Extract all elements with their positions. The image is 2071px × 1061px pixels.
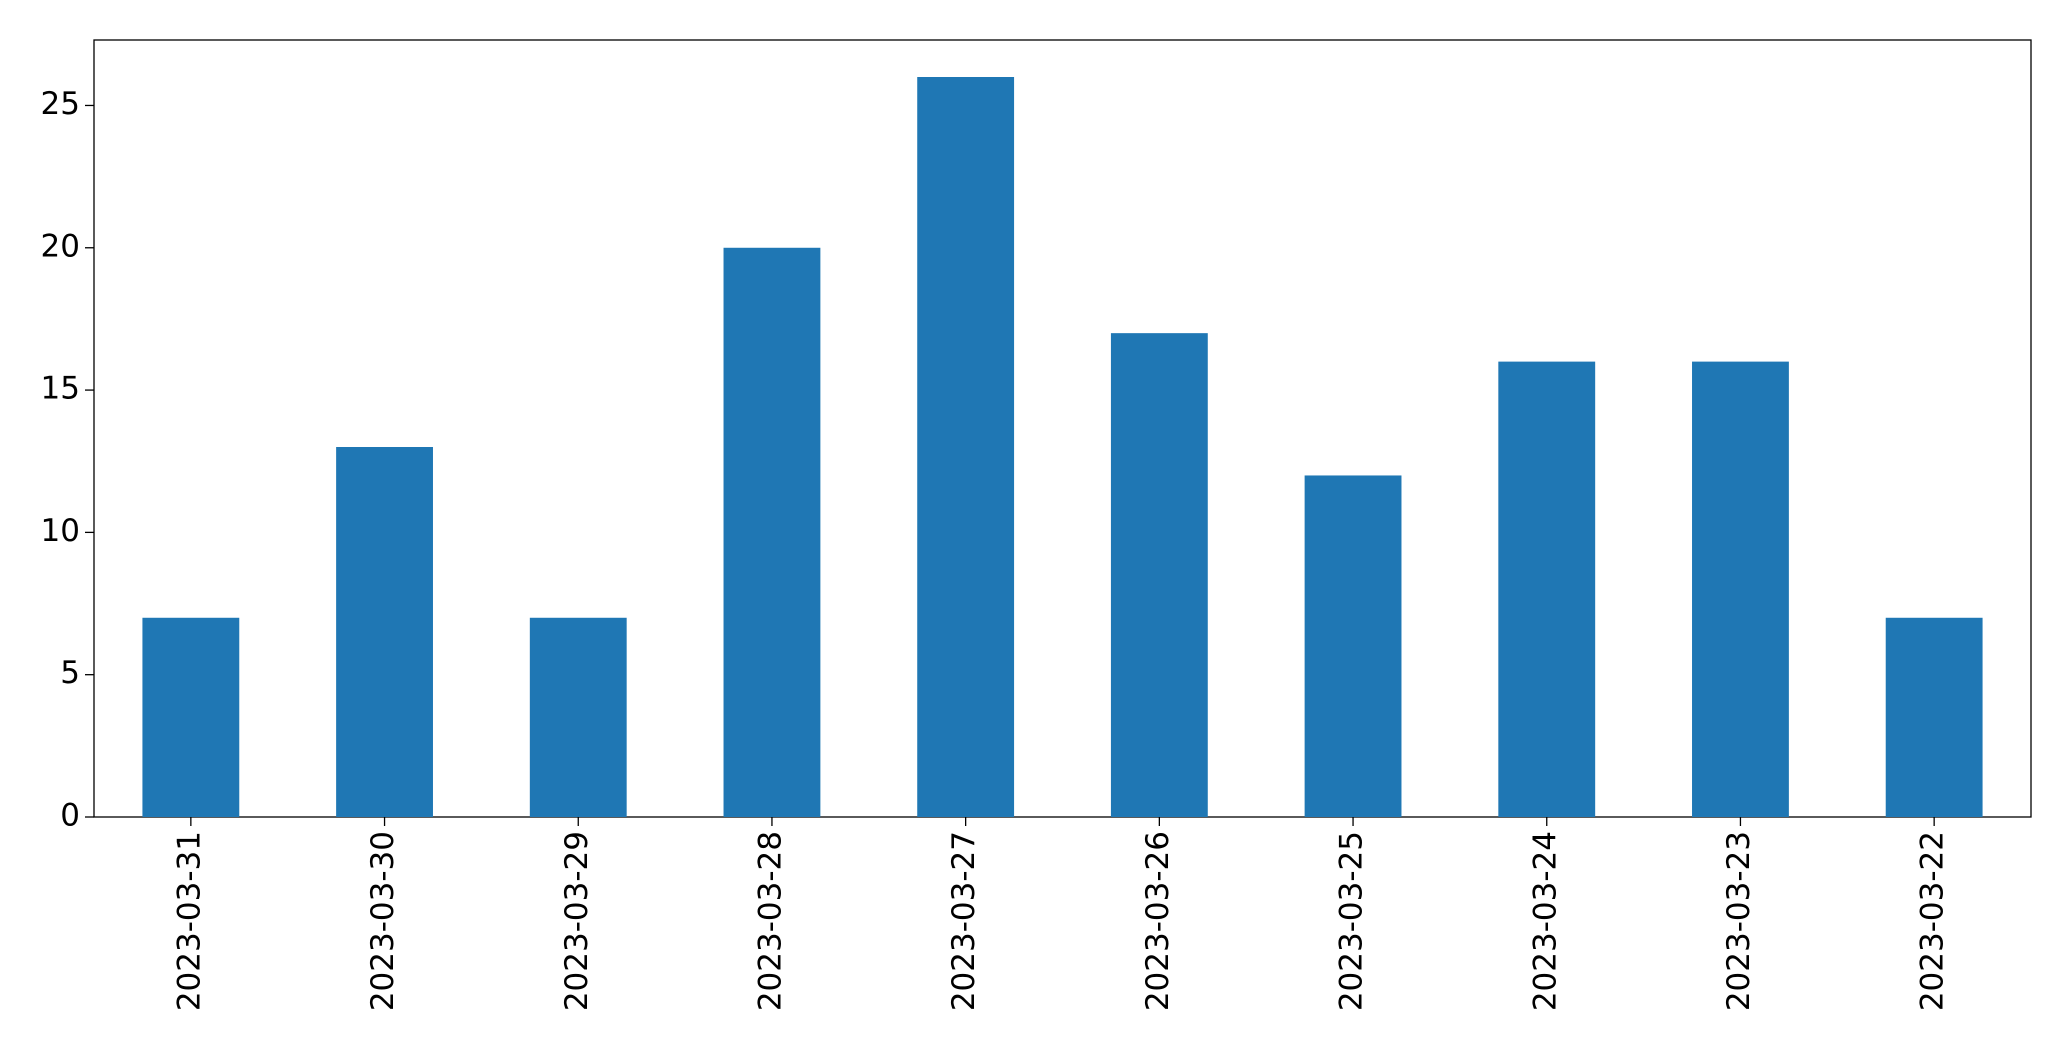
y-tick-label: 0 (60, 798, 80, 834)
bar (1885, 617, 1983, 817)
bar (1692, 361, 1789, 817)
bar (1304, 475, 1402, 817)
y-tick-label: 10 (41, 513, 80, 549)
x-tick-label: 2023-03-28 (752, 831, 788, 1011)
bar (336, 447, 433, 817)
x-tick-label: 2023-03-22 (1915, 831, 1951, 1011)
x-tick-label: 2023-03-30 (365, 831, 401, 1011)
x-tick-label: 2023-03-25 (1334, 831, 1370, 1011)
y-tick-label: 25 (41, 86, 80, 122)
x-tick-label: 2023-03-24 (1527, 831, 1563, 1011)
x-tick-label: 2023-03-23 (1721, 831, 1757, 1011)
bar (723, 247, 821, 817)
plot-frame (93, 39, 2032, 818)
x-tick-label: 2023-03-29 (559, 831, 595, 1011)
bar (917, 77, 1015, 817)
y-tick-label: 15 (41, 371, 80, 407)
x-tick-label: 2023-03-26 (1140, 831, 1176, 1011)
bar (529, 617, 627, 817)
x-tick-label: 2023-03-31 (171, 831, 207, 1011)
bar (142, 617, 240, 817)
bar (1498, 361, 1596, 817)
bar (1110, 333, 1208, 817)
y-tick-label: 5 (60, 655, 80, 691)
y-tick-label: 20 (41, 228, 80, 264)
x-tick-label: 2023-03-27 (946, 831, 982, 1011)
